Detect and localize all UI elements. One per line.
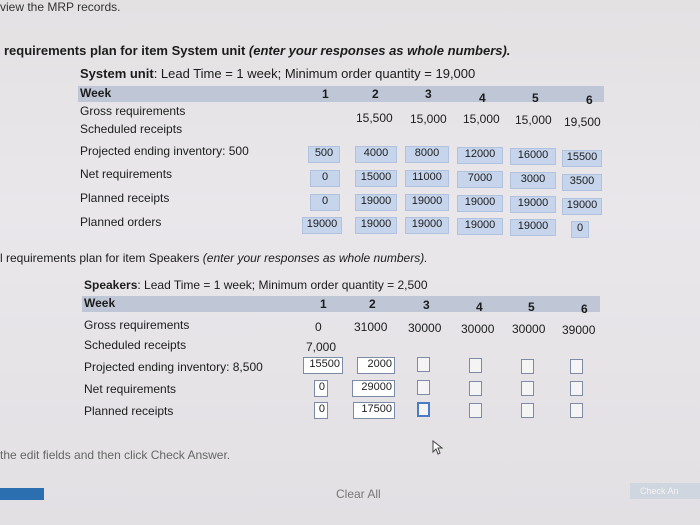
s1-planned-orders-label: Planned orders xyxy=(80,215,162,229)
s1-gross-w2: 15,500 xyxy=(356,111,393,125)
s2-projected-w6-input[interactable] xyxy=(570,359,583,374)
section1-item-name: System unit xyxy=(80,66,154,81)
section1-week-header xyxy=(78,86,604,102)
s2-gross-w4: 30000 xyxy=(461,322,495,336)
s2-planned-w3-input[interactable] xyxy=(417,402,430,417)
s1-scheduled-label: Scheduled receipts xyxy=(80,122,183,136)
s2-net-w3-input[interactable] xyxy=(417,380,430,395)
section1-item-info: : Lead Time = 1 week; Minimum order quan… xyxy=(153,66,476,81)
section2-week-label: Week xyxy=(84,296,116,310)
s1-net-w5[interactable]: 3000 xyxy=(510,172,556,189)
section1-title-note: (enter your responses as whole numbers). xyxy=(248,43,511,58)
s2-net-w4-input[interactable] xyxy=(469,381,482,396)
s1-receipts-w1[interactable]: 0 xyxy=(310,194,340,211)
s2-scheduled-w1: 7,000 xyxy=(306,340,337,354)
s1-orders-w3[interactable]: 19000 xyxy=(405,217,449,234)
s2-week-3: 3 xyxy=(423,298,430,312)
section2-title: l requirements plan for item Speakers (e… xyxy=(0,251,428,265)
section2-item-header: Speakers: Lead Time = 1 week; Minimum or… xyxy=(84,278,428,292)
s1-gross-w3: 15,000 xyxy=(410,112,447,126)
s2-planned-label: Planned receipts xyxy=(84,404,174,418)
s1-projected-w1[interactable]: 500 xyxy=(308,146,340,163)
s2-gross-w5: 30000 xyxy=(512,322,546,336)
help-button[interactable] xyxy=(0,488,44,500)
s1-receipts-w4[interactable]: 19000 xyxy=(457,195,503,212)
s1-net-w3[interactable]: 11000 xyxy=(405,170,449,187)
s2-planned-w5-input[interactable] xyxy=(521,403,534,418)
s2-projected-w5-input[interactable] xyxy=(521,359,534,374)
s1-receipts-w5[interactable]: 19000 xyxy=(510,196,556,213)
s1-orders-w6[interactable]: 0 xyxy=(571,221,589,238)
s1-projected-label: Projected ending inventory: 500 xyxy=(80,144,249,158)
s2-net-w1-input[interactable]: 0 xyxy=(314,380,328,397)
s2-planned-w4-input[interactable] xyxy=(469,403,482,418)
s1-orders-w4[interactable]: 19000 xyxy=(457,218,503,235)
s1-orders-w2[interactable]: 19000 xyxy=(355,217,397,234)
s2-planned-w6-input[interactable] xyxy=(570,403,583,418)
s1-net-w1[interactable]: 0 xyxy=(310,170,340,187)
s1-net-w4[interactable]: 7000 xyxy=(457,171,503,188)
s1-gross-label: Gross requirements xyxy=(80,104,186,118)
s1-projected-w2[interactable]: 4000 xyxy=(355,146,397,163)
s2-planned-w1-input[interactable]: 0 xyxy=(314,402,328,419)
s2-net-w2-input[interactable]: 29000 xyxy=(352,380,395,397)
s2-net-w6-input[interactable] xyxy=(570,381,583,396)
s2-week-4: 4 xyxy=(476,300,483,314)
s1-orders-w5[interactable]: 19000 xyxy=(510,219,556,236)
s2-gross-label: Gross requirements xyxy=(84,318,190,332)
s2-week-6: 6 xyxy=(581,302,588,316)
s1-orders-w1[interactable]: 19000 xyxy=(302,217,342,234)
s1-week-6: 6 xyxy=(586,93,593,107)
s2-projected-label: Projected ending inventory: 8,500 xyxy=(84,360,263,374)
s1-planned-receipts-label: Planned receipts xyxy=(80,191,170,205)
s1-gross-w6: 19,500 xyxy=(564,115,601,129)
s2-gross-w1: 0 xyxy=(315,320,322,334)
check-answer-button[interactable]: Check An xyxy=(630,483,700,499)
section2-item-name: Speakers xyxy=(84,278,138,292)
s2-week-5: 5 xyxy=(528,300,535,314)
s1-week-5: 5 xyxy=(532,91,539,105)
section1-title-text: requirements plan for item System unit xyxy=(4,43,246,58)
s1-projected-w6[interactable]: 15500 xyxy=(562,150,602,167)
s1-week-4: 4 xyxy=(479,91,486,105)
s1-net-label: Net requirements xyxy=(80,167,173,181)
s1-gross-w5: 15,000 xyxy=(515,113,552,127)
section2-week-header xyxy=(82,296,600,312)
s1-week-3: 3 xyxy=(425,87,432,101)
s2-week-2: 2 xyxy=(369,297,376,311)
s1-receipts-w2[interactable]: 19000 xyxy=(355,194,397,211)
mouse-cursor-icon xyxy=(432,440,444,455)
section1-week-label: Week xyxy=(80,86,112,100)
s2-projected-w1-input[interactable]: 15500 xyxy=(303,357,343,374)
section2-item-info: : Lead Time = 1 week; Minimum order quan… xyxy=(137,278,428,292)
s2-week-1: 1 xyxy=(320,297,327,311)
section1-item-header: System unit: Lead Time = 1 week; Minimum… xyxy=(80,66,475,81)
s1-week-1: 1 xyxy=(322,87,329,101)
clear-all-button[interactable]: Clear All xyxy=(336,487,381,501)
s2-net-label: Net requirements xyxy=(84,382,177,396)
section2-title-note: (enter your responses as whole numbers). xyxy=(202,251,428,265)
s1-receipts-w3[interactable]: 19000 xyxy=(405,194,449,211)
s2-scheduled-label: Scheduled receipts xyxy=(84,338,187,352)
s2-projected-w3-input[interactable] xyxy=(417,357,430,372)
s1-projected-w5[interactable]: 16000 xyxy=(510,148,556,165)
s1-week-2: 2 xyxy=(372,87,379,101)
top-instruction: view the MRP records. xyxy=(0,0,121,14)
s1-receipts-w6[interactable]: 19000 xyxy=(562,198,602,215)
s2-planned-w2-input[interactable]: 17500 xyxy=(353,402,395,419)
section2-title-text: l requirements plan for item Speakers xyxy=(0,251,200,265)
s1-projected-w3[interactable]: 8000 xyxy=(405,146,449,163)
s2-net-w5-input[interactable] xyxy=(521,381,534,396)
s1-gross-w4: 15,000 xyxy=(463,112,500,126)
s1-projected-w4[interactable]: 12000 xyxy=(457,147,503,164)
instruction-text: the edit fields and then click Check Ans… xyxy=(0,448,231,462)
s2-projected-w2-input[interactable]: 2000 xyxy=(357,357,395,374)
s2-gross-w3: 30000 xyxy=(408,321,442,335)
section1-title: requirements plan for item System unit (… xyxy=(4,43,510,58)
s2-gross-w6: 39000 xyxy=(562,323,596,337)
s1-net-w6[interactable]: 3500 xyxy=(562,174,602,191)
s2-gross-w2: 31000 xyxy=(354,320,388,334)
s1-net-w2[interactable]: 15000 xyxy=(355,170,397,187)
s2-projected-w4-input[interactable] xyxy=(469,358,482,373)
